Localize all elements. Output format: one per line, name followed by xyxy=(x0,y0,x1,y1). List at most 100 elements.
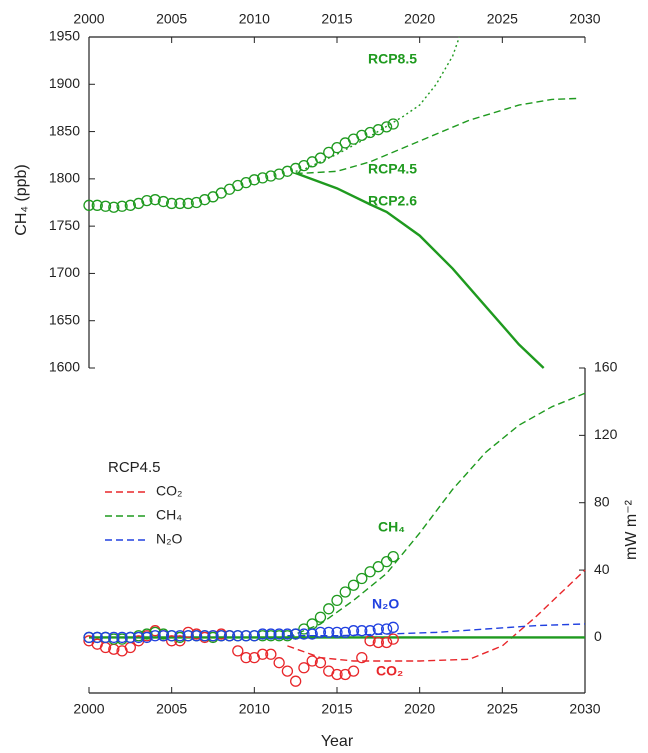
y-tick-label: 0 xyxy=(594,628,602,644)
x-tick-label: 2030 xyxy=(569,11,600,27)
marker xyxy=(380,623,393,635)
marker xyxy=(149,630,161,642)
y-tick-label: 40 xyxy=(594,561,610,577)
x-tick-label: 2025 xyxy=(487,701,518,717)
marker xyxy=(372,124,384,136)
series-line xyxy=(295,36,461,172)
marker xyxy=(240,651,252,664)
marker xyxy=(141,194,153,207)
marker xyxy=(356,651,368,664)
marker xyxy=(99,200,112,212)
marker xyxy=(314,657,327,669)
y-tick-label: 1600 xyxy=(49,359,80,375)
x-tick-label: 2000 xyxy=(73,11,104,27)
marker xyxy=(372,623,384,635)
marker xyxy=(265,648,277,660)
marker xyxy=(265,170,277,182)
marker xyxy=(199,630,211,642)
marker xyxy=(273,168,285,180)
marker xyxy=(256,648,269,660)
marker xyxy=(356,572,368,585)
marker xyxy=(157,195,170,208)
y-tick-label: 1850 xyxy=(49,122,80,138)
y2-axis-label: mW m⁻² xyxy=(623,499,640,560)
marker xyxy=(331,626,343,639)
marker xyxy=(174,635,186,647)
marker xyxy=(256,172,269,184)
marker xyxy=(124,641,136,654)
y-tick-label: 1800 xyxy=(49,170,80,186)
y-tick-label: 1900 xyxy=(49,75,80,91)
marker xyxy=(331,594,343,607)
marker xyxy=(174,630,186,642)
y-tick-label: 1950 xyxy=(49,28,80,44)
marker xyxy=(314,152,327,164)
series-label: RCP8.5 xyxy=(368,51,417,67)
marker xyxy=(356,625,368,637)
marker xyxy=(273,628,285,640)
series-label: N₂O xyxy=(372,596,399,612)
marker xyxy=(124,199,136,211)
marker xyxy=(314,626,327,639)
marker xyxy=(166,630,178,642)
marker xyxy=(339,626,351,639)
y-tick-label: 80 xyxy=(594,493,610,509)
x-tick-label: 2015 xyxy=(321,701,352,717)
marker xyxy=(240,630,252,642)
marker xyxy=(99,631,112,644)
marker xyxy=(380,636,393,649)
marker xyxy=(372,636,384,649)
y-tick-label: 1750 xyxy=(49,217,80,233)
marker xyxy=(347,665,360,677)
series-line xyxy=(287,623,586,637)
y-tick-label: 160 xyxy=(594,359,618,375)
x-tick-label: 2020 xyxy=(404,701,435,717)
marker xyxy=(207,630,219,642)
marker xyxy=(290,675,302,687)
marker xyxy=(256,628,269,640)
marker xyxy=(199,194,211,206)
legend-label: N₂O xyxy=(156,531,183,547)
marker xyxy=(190,630,203,642)
x-tick-label: 2010 xyxy=(239,701,270,717)
marker xyxy=(223,630,236,642)
series-line xyxy=(287,392,586,639)
marker xyxy=(364,625,376,637)
x-tick-label: 2000 xyxy=(73,701,104,717)
series-line xyxy=(287,569,586,662)
marker xyxy=(232,630,244,642)
x-tick-label: 2005 xyxy=(156,11,187,27)
series-label: CH₄ xyxy=(378,519,405,535)
marker xyxy=(380,121,393,133)
marker xyxy=(141,631,153,644)
marker xyxy=(182,197,194,210)
y-axis-label: CH₄ (ppb) xyxy=(13,164,30,235)
x-tick-label: 2030 xyxy=(569,701,600,717)
marker xyxy=(116,631,128,644)
marker xyxy=(380,556,393,568)
marker xyxy=(372,561,384,573)
marker xyxy=(306,655,318,667)
marker xyxy=(83,631,95,644)
x-tick-label: 2015 xyxy=(321,11,352,27)
marker xyxy=(132,197,145,210)
marker xyxy=(331,141,343,154)
marker xyxy=(298,628,310,640)
marker xyxy=(83,199,95,211)
marker xyxy=(356,129,368,142)
marker xyxy=(149,194,161,206)
marker xyxy=(273,657,285,669)
x-axis-label: Year xyxy=(321,733,354,750)
y-tick-label: 1700 xyxy=(49,264,80,280)
marker xyxy=(281,665,294,677)
marker xyxy=(166,197,178,210)
marker xyxy=(298,662,310,674)
marker xyxy=(306,628,318,640)
x-tick-label: 2005 xyxy=(156,701,187,717)
marker xyxy=(314,611,327,623)
series-line xyxy=(295,97,577,174)
marker xyxy=(232,179,244,192)
marker xyxy=(387,118,399,130)
marker xyxy=(347,579,360,591)
